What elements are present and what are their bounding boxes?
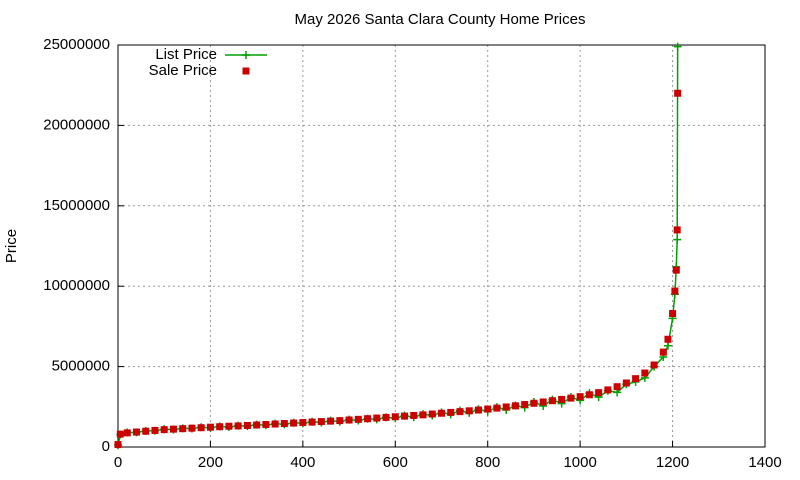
point — [438, 409, 445, 417]
point — [632, 375, 640, 383]
series-line — [117, 46, 679, 446]
point — [613, 383, 621, 391]
point — [659, 348, 667, 356]
y-axis-label: Price — [3, 229, 20, 263]
point — [673, 42, 682, 51]
point — [474, 406, 482, 414]
point — [622, 379, 630, 387]
y-tick-label: 15000000 — [43, 197, 110, 214]
point — [234, 422, 242, 430]
x-tick-label: 0 — [114, 454, 122, 471]
point — [576, 393, 584, 401]
chart-title: May 2026 Santa Clara County Home Prices — [295, 11, 586, 28]
point — [669, 310, 677, 318]
point — [188, 424, 196, 432]
point — [336, 417, 344, 425]
x-tick-label: 1200 — [656, 454, 689, 471]
x-tick-label: 400 — [290, 454, 315, 471]
point — [465, 407, 473, 415]
point — [641, 369, 649, 377]
point — [484, 405, 492, 413]
point — [216, 423, 224, 431]
point — [456, 408, 464, 416]
point — [511, 402, 519, 410]
point — [354, 415, 362, 423]
point — [151, 426, 159, 434]
point — [548, 397, 556, 405]
point — [673, 235, 682, 244]
point — [493, 404, 501, 412]
point — [672, 266, 680, 274]
point — [447, 408, 455, 416]
legend-marker — [242, 67, 250, 75]
point — [262, 420, 270, 428]
point — [169, 425, 177, 433]
point — [382, 413, 390, 421]
point — [539, 398, 547, 406]
point — [567, 394, 575, 402]
point — [664, 335, 672, 343]
x-tick-label: 800 — [475, 454, 500, 471]
legend-label: Sale Price — [149, 62, 217, 79]
point — [308, 418, 316, 426]
x-tick-label: 1000 — [563, 454, 596, 471]
legend-label: List Price — [155, 46, 217, 63]
point — [585, 391, 593, 399]
y-tick-label: 20000000 — [43, 116, 110, 133]
plot-frame — [117, 44, 766, 448]
point — [674, 89, 682, 97]
point — [160, 426, 168, 434]
point — [123, 429, 131, 437]
point — [206, 423, 214, 431]
y-tick-label: 10000000 — [43, 277, 110, 294]
point — [364, 415, 372, 423]
point — [345, 416, 353, 424]
point — [290, 419, 298, 427]
x-tick-label: 1400 — [748, 454, 781, 471]
point — [271, 420, 279, 428]
point — [114, 441, 122, 449]
point — [410, 411, 418, 419]
point — [671, 287, 679, 295]
y-tick-label: 5000000 — [52, 358, 110, 375]
point — [673, 226, 681, 234]
point — [401, 412, 409, 420]
point — [595, 389, 603, 397]
point — [317, 418, 325, 426]
point — [373, 414, 381, 422]
x-tick-label: 200 — [198, 454, 223, 471]
point — [391, 413, 399, 421]
point — [225, 422, 233, 430]
legend-marker — [242, 51, 250, 59]
point — [179, 425, 187, 433]
point — [253, 421, 261, 429]
point — [280, 420, 288, 428]
point — [502, 403, 510, 411]
point — [604, 386, 612, 394]
point — [663, 341, 672, 350]
point — [419, 411, 427, 419]
point — [142, 427, 150, 435]
point — [327, 417, 335, 425]
y-tick-label: 0 — [102, 438, 110, 455]
point — [132, 428, 140, 436]
point — [299, 419, 307, 427]
point — [650, 361, 658, 369]
x-tick-label: 600 — [383, 454, 408, 471]
point — [197, 424, 205, 432]
point — [243, 421, 251, 429]
point — [521, 401, 529, 409]
point — [558, 395, 566, 403]
point — [530, 399, 538, 407]
point — [116, 430, 124, 438]
y-tick-label: 25000000 — [43, 36, 110, 53]
point — [428, 410, 436, 418]
